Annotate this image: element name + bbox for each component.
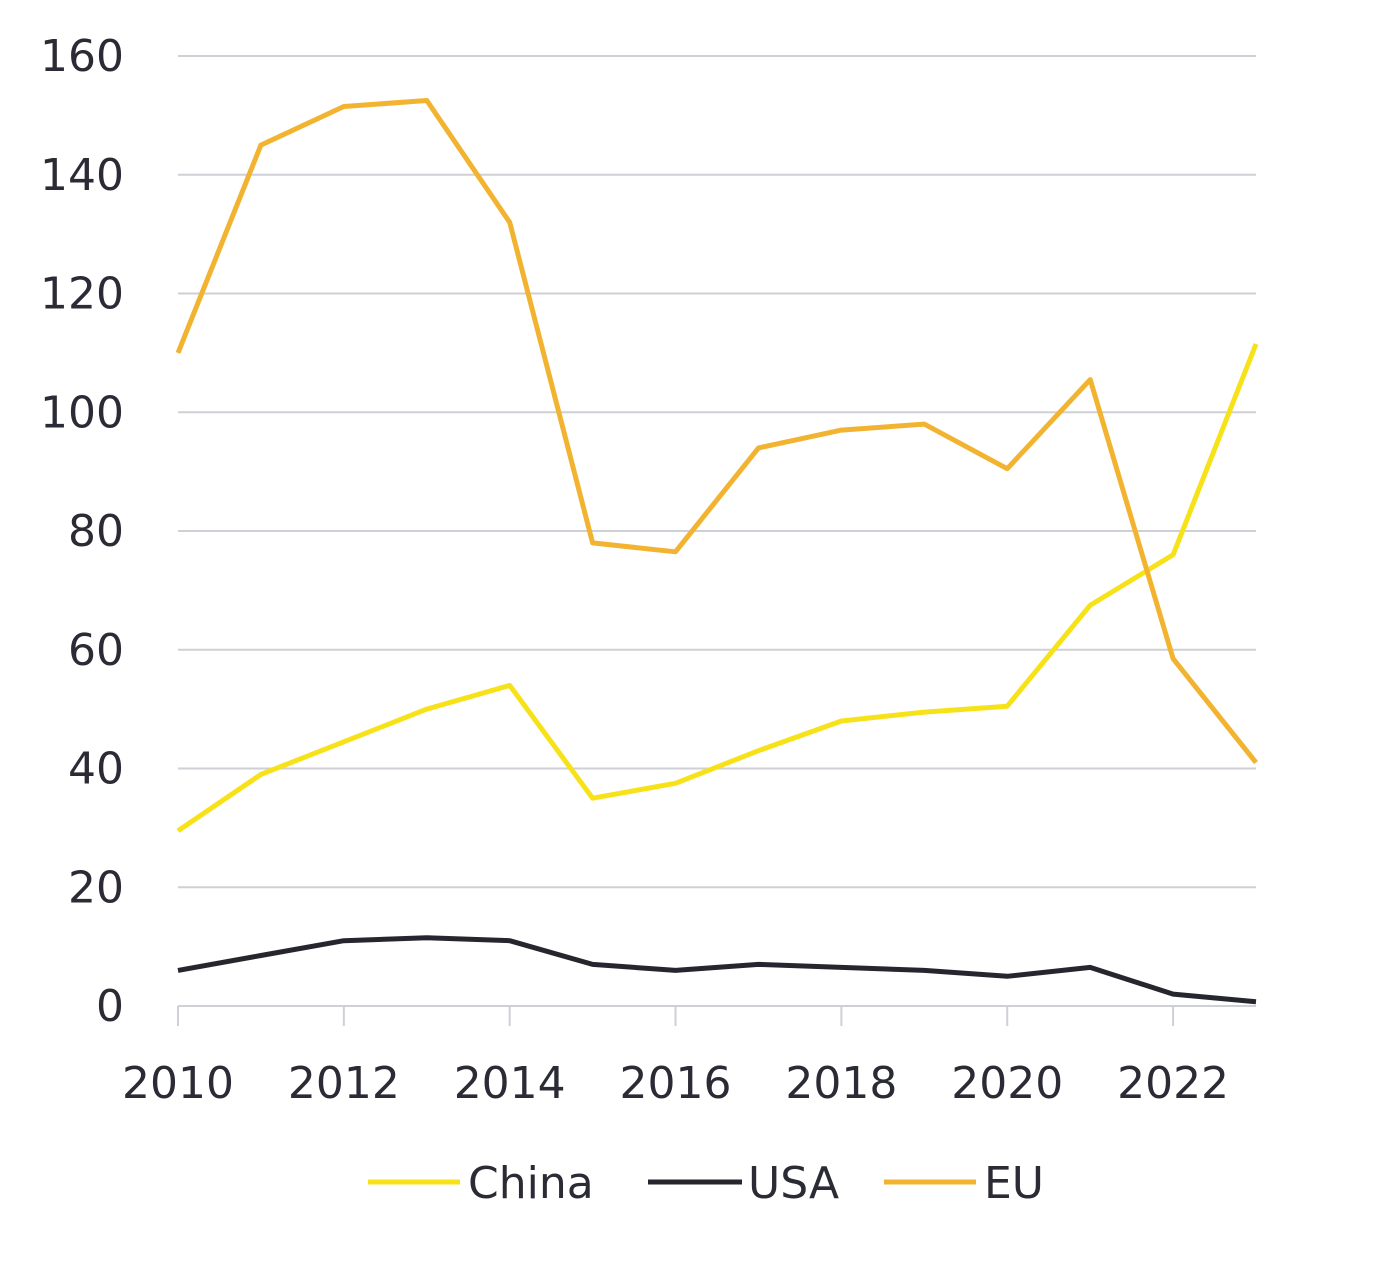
legend-label: EU <box>984 1158 1044 1209</box>
legend-label: USA <box>748 1158 839 1209</box>
y-tick-label: 80 <box>68 506 124 557</box>
x-tick-label: 2014 <box>454 1058 566 1109</box>
series-line-eu <box>175 98 1258 765</box>
x-tick-label: 2020 <box>951 1058 1063 1109</box>
y-tick-label: 40 <box>68 744 124 795</box>
series-lines <box>175 98 1259 1005</box>
series-line-china <box>176 343 1259 833</box>
y-axis-tick-labels: 0 20 40 60 80 100 120 140 160 <box>40 31 124 1032</box>
y-tick-label: 160 <box>40 31 124 82</box>
x-tick-label: 2022 <box>1117 1058 1229 1109</box>
y-tick-label: 100 <box>40 387 124 438</box>
gridlines <box>178 55 1256 889</box>
x-tick-label: 2018 <box>785 1058 897 1109</box>
y-tick-label: 20 <box>68 862 124 913</box>
series-line-usa <box>177 935 1257 1005</box>
x-tick-label: 2016 <box>620 1058 732 1109</box>
legend-label: China <box>468 1158 594 1209</box>
x-axis: 2010 2012 2014 2016 2018 2020 2022 <box>122 1005 1256 1109</box>
legend-item-usa: USA <box>648 1158 839 1209</box>
legend-item-china: China <box>368 1158 594 1209</box>
x-tick-label: 2010 <box>122 1058 234 1109</box>
y-tick-label: 0 <box>96 981 124 1032</box>
legend: China USA EU <box>368 1158 1044 1209</box>
y-tick-label: 60 <box>68 625 124 676</box>
y-tick-label: 140 <box>40 150 124 201</box>
x-tick-label: 2012 <box>288 1058 400 1109</box>
legend-item-eu: EU <box>884 1158 1044 1209</box>
y-tick-label: 120 <box>40 269 124 320</box>
